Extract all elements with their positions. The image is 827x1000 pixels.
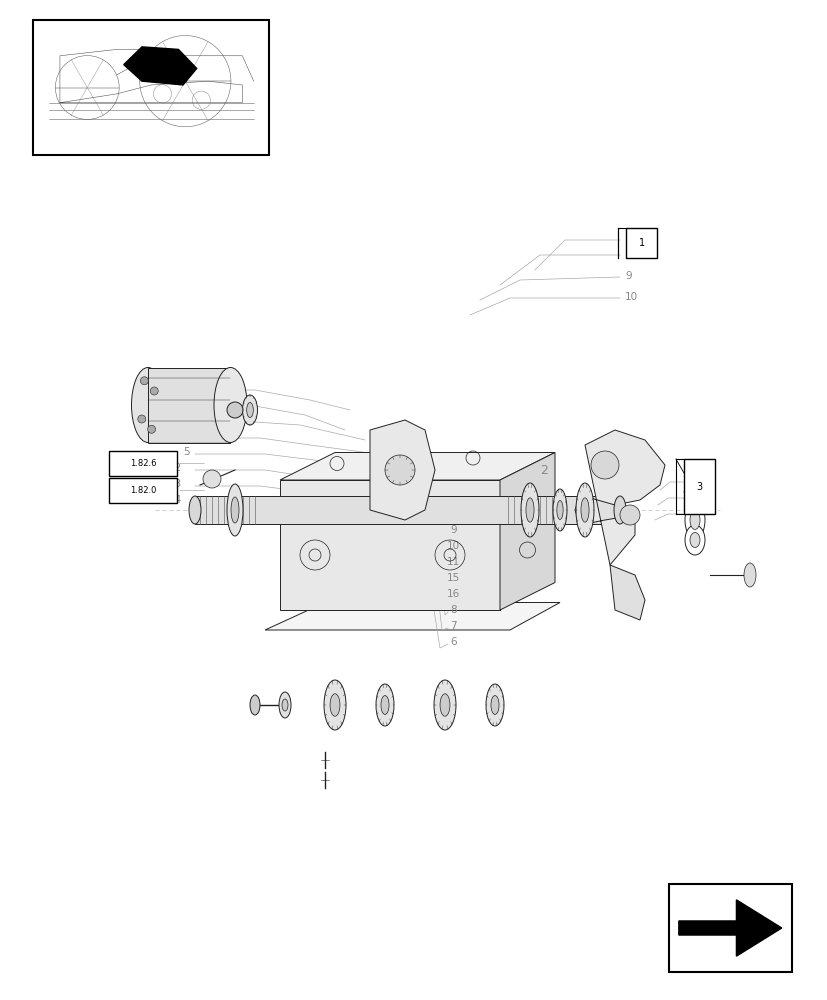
Bar — [668, 884, 791, 972]
Ellipse shape — [246, 402, 253, 418]
Text: 1.82.6: 1.82.6 — [130, 459, 156, 468]
Ellipse shape — [282, 699, 288, 711]
Ellipse shape — [131, 367, 165, 442]
Circle shape — [141, 377, 148, 385]
Text: 9: 9 — [624, 271, 631, 281]
Circle shape — [385, 455, 414, 485]
Ellipse shape — [375, 684, 394, 726]
Text: 18: 18 — [681, 491, 695, 501]
Bar — [109, 478, 177, 503]
Text: 8: 8 — [183, 415, 189, 425]
Text: 4: 4 — [686, 507, 692, 517]
Polygon shape — [265, 602, 559, 630]
Ellipse shape — [689, 471, 699, 489]
Polygon shape — [280, 452, 554, 480]
Ellipse shape — [684, 485, 704, 515]
Text: 4: 4 — [624, 233, 631, 243]
Ellipse shape — [576, 483, 593, 537]
Text: 4: 4 — [686, 475, 692, 485]
Text: 17: 17 — [169, 431, 182, 441]
Polygon shape — [370, 420, 434, 520]
Circle shape — [150, 387, 158, 395]
Ellipse shape — [520, 483, 538, 537]
Text: 6: 6 — [183, 383, 189, 393]
Text: 7: 7 — [449, 621, 456, 631]
Ellipse shape — [684, 525, 704, 555]
Text: 12: 12 — [169, 463, 182, 473]
Ellipse shape — [485, 684, 504, 726]
Ellipse shape — [684, 461, 704, 499]
Polygon shape — [123, 47, 197, 85]
Ellipse shape — [213, 367, 246, 442]
Text: 15: 15 — [447, 573, 460, 583]
Ellipse shape — [490, 696, 499, 714]
Circle shape — [203, 470, 221, 488]
Circle shape — [619, 505, 639, 525]
Ellipse shape — [689, 510, 699, 530]
Text: 5: 5 — [183, 447, 189, 457]
Circle shape — [227, 402, 242, 418]
Text: 13: 13 — [169, 479, 182, 489]
Ellipse shape — [581, 498, 588, 522]
Ellipse shape — [439, 694, 449, 716]
Ellipse shape — [614, 496, 625, 524]
Ellipse shape — [743, 563, 755, 587]
Text: 9: 9 — [449, 525, 456, 535]
Text: 1.82.0: 1.82.0 — [130, 486, 156, 495]
Text: 7: 7 — [183, 399, 189, 409]
Text: 10: 10 — [447, 541, 460, 551]
Bar — [683, 459, 715, 514]
Bar — [625, 228, 657, 258]
Ellipse shape — [189, 496, 201, 524]
Text: 16: 16 — [447, 589, 460, 599]
Text: 11: 11 — [447, 557, 460, 567]
Ellipse shape — [242, 395, 257, 425]
Ellipse shape — [525, 498, 533, 522]
Text: 6: 6 — [449, 637, 456, 647]
Text: 8: 8 — [449, 605, 456, 615]
Ellipse shape — [689, 492, 699, 508]
Bar — [33, 20, 269, 155]
Text: 2: 2 — [539, 464, 547, 477]
Text: 1: 1 — [638, 238, 644, 248]
Ellipse shape — [279, 692, 290, 718]
Polygon shape — [280, 480, 500, 610]
Ellipse shape — [552, 489, 566, 531]
Ellipse shape — [380, 696, 389, 714]
Text: 10: 10 — [624, 292, 638, 302]
Polygon shape — [500, 452, 554, 610]
Text: 4: 4 — [624, 249, 631, 259]
Ellipse shape — [689, 532, 699, 548]
Ellipse shape — [323, 680, 346, 730]
Text: 14: 14 — [169, 495, 182, 505]
Circle shape — [147, 425, 155, 433]
Ellipse shape — [433, 680, 456, 730]
Polygon shape — [678, 900, 781, 956]
Circle shape — [137, 415, 146, 423]
Ellipse shape — [250, 695, 260, 715]
Polygon shape — [148, 367, 230, 442]
Bar — [109, 451, 177, 476]
Ellipse shape — [330, 694, 340, 716]
Polygon shape — [195, 496, 619, 524]
Text: 3: 3 — [696, 482, 702, 491]
Ellipse shape — [227, 484, 242, 536]
Ellipse shape — [557, 501, 562, 519]
Ellipse shape — [231, 497, 239, 523]
Ellipse shape — [684, 501, 704, 539]
Polygon shape — [609, 565, 644, 620]
Circle shape — [590, 451, 619, 479]
Polygon shape — [574, 430, 664, 565]
